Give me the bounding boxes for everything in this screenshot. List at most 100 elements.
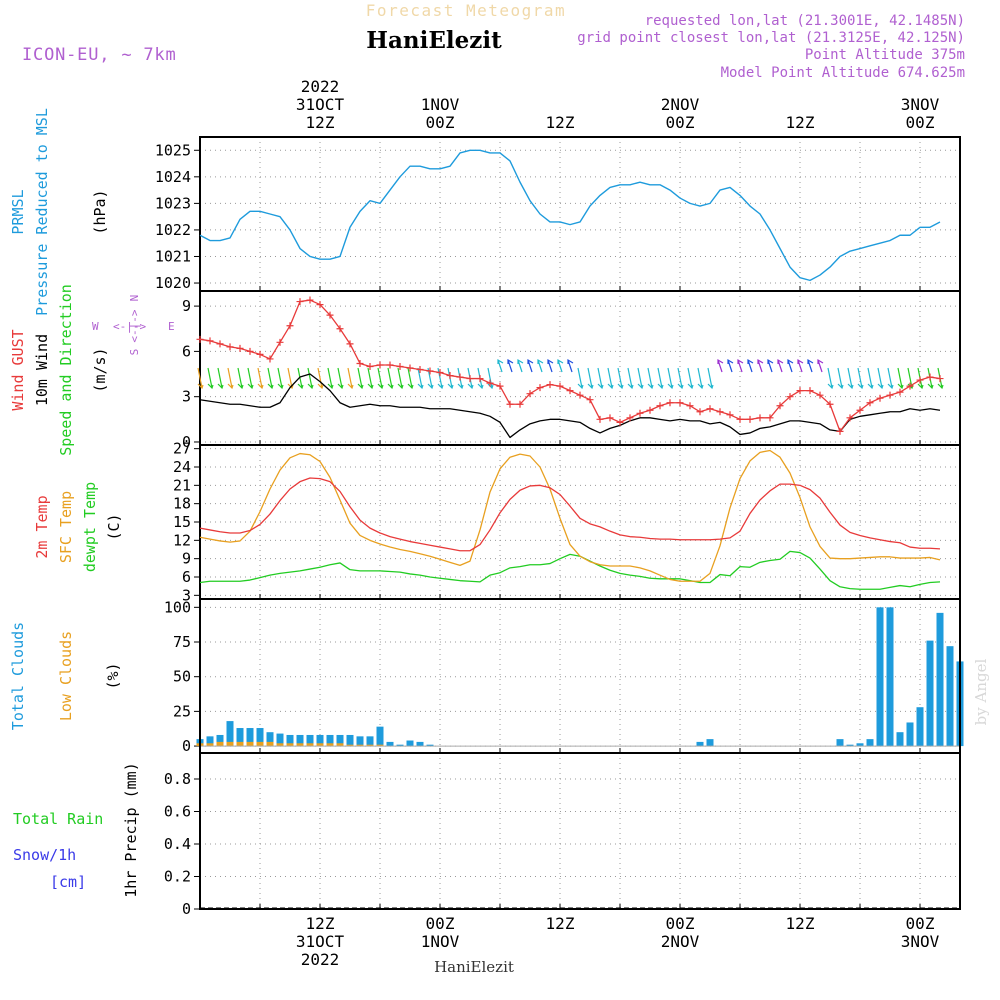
wind-direction-arrowhead bbox=[267, 383, 274, 390]
wind-direction-arrowhead bbox=[427, 383, 434, 390]
ytick-label: 6 bbox=[182, 568, 191, 586]
low-cloud-bar bbox=[266, 741, 274, 747]
total-cloud-bar bbox=[356, 736, 364, 747]
low-cloud-bar bbox=[216, 741, 224, 747]
gust-marker bbox=[366, 362, 374, 370]
wind-direction-arrowhead bbox=[407, 383, 414, 390]
watermark: by Angel bbox=[972, 658, 990, 725]
bottom-axis-label: 12Z bbox=[306, 914, 335, 933]
gust-marker bbox=[786, 393, 794, 401]
top-axis-label: 31OCT bbox=[296, 95, 345, 114]
wind-direction-arrowhead bbox=[417, 383, 424, 390]
gust-marker bbox=[556, 382, 564, 390]
wind-direction-arrowhead bbox=[497, 358, 504, 364]
total-cloud-bar bbox=[886, 607, 894, 747]
total-cloud-bar bbox=[336, 734, 344, 747]
low-cloud-bar bbox=[326, 743, 334, 747]
ytick-label: 24 bbox=[173, 458, 191, 476]
ytick-label: 0.2 bbox=[164, 868, 191, 886]
gust-marker bbox=[316, 301, 324, 309]
clouds-frame bbox=[199, 598, 961, 754]
gust-marker bbox=[286, 322, 294, 330]
wind-direction-arrow bbox=[537, 359, 543, 373]
gust-marker bbox=[356, 359, 364, 367]
gust-marker bbox=[646, 406, 654, 414]
total-cloud-bar bbox=[326, 734, 334, 747]
wind-direction-arrow bbox=[587, 367, 593, 389]
clouds-panel: 0 25 50 75 100 bbox=[164, 598, 964, 755]
low-cloud-bar bbox=[316, 743, 324, 747]
wind-direction-arrow bbox=[607, 367, 613, 389]
wind-panel: 0 3 6 9 bbox=[182, 290, 961, 451]
compass-we-arrow: <-|-> bbox=[113, 320, 146, 333]
wind-direction-arrow bbox=[707, 367, 713, 389]
ytick-label: 75 bbox=[173, 633, 191, 651]
wind-direction-arrowhead bbox=[847, 383, 854, 390]
bottom-axis-label: 2022 bbox=[301, 950, 340, 969]
location-title: HaniElezit bbox=[366, 27, 502, 54]
compass-s: S bbox=[128, 349, 141, 356]
bottom-axis-label: 2NOV bbox=[661, 932, 700, 951]
bottom-axis-label: 00Z bbox=[666, 914, 695, 933]
pressure-panel: 1020 1021 1022 1023 1024 1025 bbox=[155, 136, 961, 292]
wind-direction-arrow bbox=[437, 367, 443, 389]
gust-marker bbox=[276, 338, 284, 346]
wind-direction-arrow bbox=[287, 367, 293, 389]
wind-direction-arrowhead bbox=[517, 358, 524, 364]
gust-marker bbox=[876, 394, 884, 402]
gust-marker bbox=[936, 375, 944, 383]
gust-marker bbox=[866, 399, 874, 407]
wind-direction-arrow bbox=[737, 359, 743, 373]
gust-marker bbox=[916, 376, 924, 384]
wind-direction-arrowhead bbox=[287, 383, 294, 390]
wind-direction-arrowhead bbox=[927, 383, 934, 390]
wind-direction-arrowhead bbox=[557, 358, 564, 364]
wind-direction-arrowhead bbox=[617, 383, 624, 390]
wind-direction-arrow bbox=[507, 359, 513, 373]
precip-frame bbox=[199, 752, 961, 910]
wind-direction-arrow bbox=[847, 367, 853, 389]
gust-marker bbox=[436, 369, 444, 377]
wind-direction-arrowhead bbox=[367, 383, 374, 390]
bottom-axis-label: 1NOV bbox=[421, 932, 460, 951]
low-cloud-bar bbox=[286, 743, 294, 747]
total-cloud-bar bbox=[266, 732, 274, 747]
wind-direction-arrow bbox=[767, 359, 773, 373]
t2m-label: 2m Temp bbox=[33, 495, 51, 558]
total-cloud-bar bbox=[386, 741, 394, 747]
wind-direction-arrow bbox=[597, 367, 603, 389]
wind-direction-arrowhead bbox=[217, 383, 224, 390]
gust-marker bbox=[656, 402, 664, 410]
wind-direction-arrowhead bbox=[237, 383, 244, 390]
prmsl-label: PRMSL bbox=[9, 189, 27, 234]
pressure-side-labels: PRMSL Pressure Reduced to MSL (hPa) bbox=[9, 108, 109, 316]
wind-direction-arrow bbox=[637, 367, 643, 389]
total-cloud-bar bbox=[876, 607, 884, 747]
wind-direction-arrowhead bbox=[507, 358, 514, 364]
wind-direction-arrow bbox=[337, 367, 343, 389]
wind-direction-arrowhead bbox=[317, 383, 324, 390]
wind-direction-arrow bbox=[817, 359, 823, 373]
gust-marker bbox=[486, 379, 494, 387]
gust-marker bbox=[236, 344, 244, 352]
temperature-side-labels: 2m Temp SFC Temp dewpt Temp (C) bbox=[33, 482, 123, 572]
wind-direction-arrowhead bbox=[227, 383, 234, 390]
total-cloud-bar bbox=[236, 728, 244, 747]
compass-n: N bbox=[128, 295, 141, 302]
gust-marker bbox=[546, 381, 554, 389]
wind-direction-arrowhead bbox=[527, 358, 534, 364]
gust-marker bbox=[196, 335, 204, 343]
speed-direction-label: Speed and Direction bbox=[57, 284, 75, 456]
wind-direction-arrow bbox=[247, 367, 253, 389]
wind-direction-arrowhead bbox=[537, 358, 544, 364]
top-axis-label: 00Z bbox=[666, 113, 695, 132]
dewpt-line bbox=[199, 550, 941, 590]
wind-direction-arrowhead bbox=[757, 358, 764, 364]
total-cloud-bar bbox=[256, 728, 264, 747]
low-cloud-bar bbox=[256, 741, 264, 747]
wind-direction-arrowhead bbox=[627, 383, 634, 390]
grid-point-coords: grid point closest lon,lat (21.3125E, 42… bbox=[577, 30, 965, 46]
wind-direction-arrow bbox=[727, 359, 733, 373]
wind-direction-arrow bbox=[387, 367, 393, 389]
ytick-label: 1024 bbox=[155, 168, 191, 186]
